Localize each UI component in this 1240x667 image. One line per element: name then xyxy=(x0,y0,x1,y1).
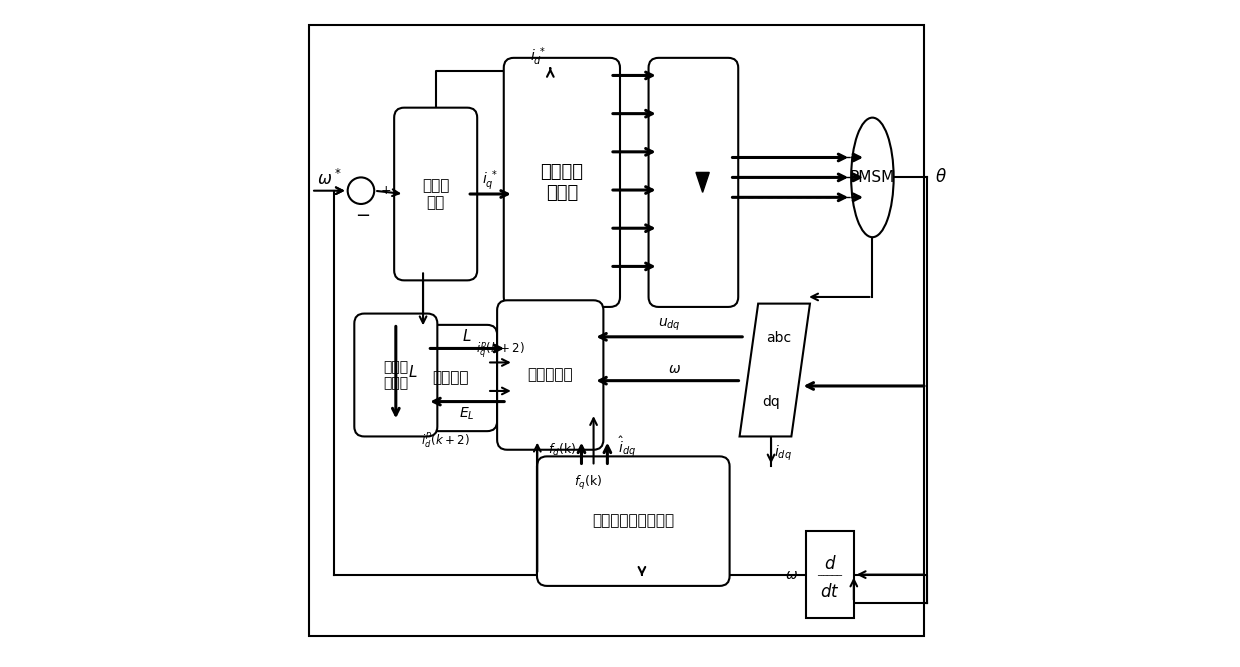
Text: $i_d^p(k+2)$: $i_d^p(k+2)$ xyxy=(422,430,470,450)
Text: 速度控
制器: 速度控 制器 xyxy=(422,178,449,210)
FancyBboxPatch shape xyxy=(394,107,477,280)
Text: $u_{dq}$: $u_{dq}$ xyxy=(658,317,681,333)
Text: $L$: $L$ xyxy=(408,364,418,380)
Text: 代价函数
最小化: 代价函数 最小化 xyxy=(541,163,583,202)
Text: 电感提
取算法: 电感提 取算法 xyxy=(383,360,408,390)
Text: $i_d^{\ *}$: $i_d^{\ *}$ xyxy=(529,45,546,68)
Text: 预测模型: 预测模型 xyxy=(433,370,469,386)
Text: $-$: $-$ xyxy=(355,205,370,223)
Bar xyxy=(806,532,854,618)
FancyBboxPatch shape xyxy=(497,300,604,450)
Text: $i_q^p(k+2)$: $i_q^p(k+2)$ xyxy=(476,341,525,360)
Polygon shape xyxy=(696,173,709,192)
Text: dq: dq xyxy=(763,395,780,409)
Text: 线性扩张状态观测器: 线性扩张状态观测器 xyxy=(593,514,675,529)
Ellipse shape xyxy=(851,117,894,237)
Text: $f_d(\mathrm{k})$: $f_d(\mathrm{k})$ xyxy=(548,442,577,458)
Text: $\omega$: $\omega$ xyxy=(667,362,681,376)
Circle shape xyxy=(347,177,374,204)
FancyBboxPatch shape xyxy=(404,325,497,431)
Text: $+$: $+$ xyxy=(379,184,391,197)
Text: $L$: $L$ xyxy=(463,328,472,344)
FancyBboxPatch shape xyxy=(537,456,729,586)
Text: $\omega$: $\omega$ xyxy=(785,568,799,582)
FancyBboxPatch shape xyxy=(355,313,438,436)
Text: 扰动控制器: 扰动控制器 xyxy=(527,368,573,382)
Text: ─────: ───── xyxy=(817,570,842,579)
Text: PMSM: PMSM xyxy=(849,170,895,185)
Text: abc: abc xyxy=(766,331,791,345)
Text: $\theta$: $\theta$ xyxy=(935,168,946,186)
Polygon shape xyxy=(739,303,810,436)
FancyBboxPatch shape xyxy=(503,58,620,307)
Text: $dt$: $dt$ xyxy=(820,583,839,601)
Text: $\hat{i}_{dq}$: $\hat{i}_{dq}$ xyxy=(619,434,636,459)
Text: $E_L$: $E_L$ xyxy=(460,406,475,422)
Text: $f_q(\mathrm{k})$: $f_q(\mathrm{k})$ xyxy=(574,474,603,492)
FancyBboxPatch shape xyxy=(649,58,738,307)
Text: $d$: $d$ xyxy=(823,555,836,573)
Text: $i_{dq}$: $i_{dq}$ xyxy=(774,444,792,463)
Text: $\omega^*$: $\omega^*$ xyxy=(317,169,342,189)
Text: $i_q^{\ *}$: $i_q^{\ *}$ xyxy=(482,169,498,193)
